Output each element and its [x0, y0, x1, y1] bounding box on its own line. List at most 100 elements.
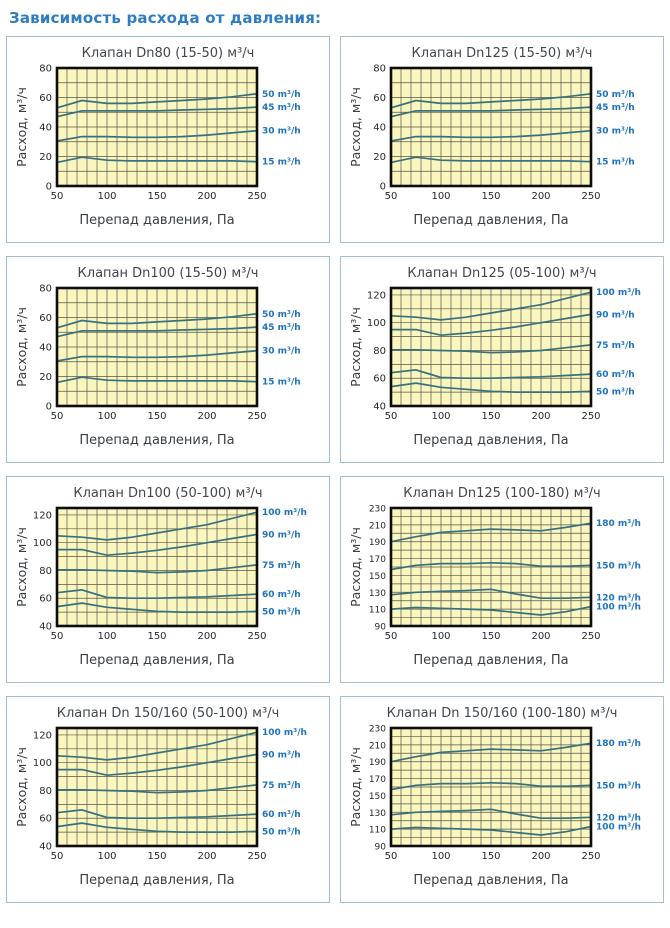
series-line [390, 742, 592, 763]
y-tick-label: 90 [375, 623, 387, 633]
x-tick-label: 200 [531, 851, 550, 862]
x-axis-label: Перепад давления, Па [413, 213, 569, 228]
line-chart-svg: 50 100 150 200 250 0 20 40 60 80 50 m³/h 45 m³/h 30 … [373, 64, 635, 203]
x-tick-label: 150 [147, 851, 166, 862]
legend-label: 30 m³/h [596, 127, 635, 137]
x-tick-label: 100 [97, 411, 116, 422]
x-tick-label: 200 [197, 851, 216, 862]
x-tick-label: 250 [581, 191, 600, 202]
y-tick-label: 80 [39, 566, 52, 577]
series-line [390, 588, 592, 600]
x-tick-label: 100 [97, 631, 116, 642]
legend-label: 90 m³/h [262, 750, 301, 760]
legend-label: 90 m³/h [596, 310, 635, 320]
series-line [390, 605, 592, 616]
series-line [56, 129, 258, 142]
legend-label: 50 m³/h [596, 387, 635, 397]
line-chart-svg: 50 100 150 200 250 90 110 130 150 170 190 210 230 180… [369, 505, 641, 643]
y-tick-label: 120 [33, 510, 52, 521]
chart-card-dn150-160-50-100: Клапан Dn 150/160 (50-100) м³/ч Расход, … [6, 696, 330, 903]
series-line [390, 382, 592, 393]
y-tick-label: 120 [33, 730, 52, 741]
series-line [56, 753, 258, 777]
chart-title: Клапан Dn100 (50-100) м³/ч [73, 486, 263, 501]
y-tick-label: 100 [367, 318, 386, 329]
x-tick-label: 150 [147, 411, 166, 422]
y-tick-label: 80 [39, 284, 52, 295]
plot-wrap: Расход, м³/ч 50 100 150 200 250 40 60 80 100 120 1… [7, 723, 329, 871]
y-tick-label: 40 [373, 123, 386, 134]
series-line [56, 156, 258, 164]
y-tick-label: 20 [39, 152, 52, 163]
x-tick-label: 150 [147, 191, 166, 202]
x-tick-label: 50 [385, 631, 398, 642]
y-tick-label: 230 [369, 725, 386, 735]
y-tick-label: 60 [373, 93, 386, 104]
plot-border [389, 286, 593, 408]
legend-label: 120 m³/h [596, 813, 641, 823]
series-line [390, 369, 592, 380]
plot-wrap: Расход, м³/ч 50 100 150 200 250 40 60 80 100 120 1… [7, 503, 329, 651]
x-tick-label: 100 [431, 411, 450, 422]
chart-title: Клапан Dn80 (15-50) м³/ч [81, 46, 255, 61]
series-line [56, 784, 258, 794]
page: Зависимость расхода от давления: Клапан … [6, 9, 664, 903]
y-tick-label: 170 [369, 555, 386, 565]
x-tick-label: 250 [247, 411, 266, 422]
x-tick-label: 200 [531, 411, 550, 422]
legend-label: 150 m³/h [596, 561, 641, 571]
y-tick-label: 110 [369, 606, 386, 616]
y-tick-label: 60 [39, 594, 52, 605]
chart-card-dn125-100-180: Клапан Dn125 (100-180) м³/ч Расход, м³/ч… [340, 476, 664, 683]
series-line [390, 313, 592, 337]
series-line [56, 589, 258, 600]
x-tick-label: 250 [247, 191, 266, 202]
series-line [56, 106, 258, 118]
series-line [56, 533, 258, 557]
y-tick-label: 80 [373, 346, 386, 357]
y-tick-label: 0 [380, 182, 386, 193]
y-tick-label: 40 [373, 402, 386, 413]
y-tick-label: 150 [369, 572, 386, 582]
line-chart-svg: 50 100 150 200 250 0 20 40 60 80 50 m³/h 45 m³/h 30 … [39, 64, 301, 203]
legend-label: 30 m³/h [262, 127, 301, 137]
x-tick-label: 200 [531, 191, 550, 202]
x-tick-label: 50 [385, 411, 398, 422]
legend-label: 50 m³/h [262, 827, 301, 837]
legend-label: 100 m³/h [596, 823, 641, 833]
series-line [56, 326, 258, 338]
line-chart-svg: 50 100 150 200 250 40 60 80 100 120 100 m³/h 90 m³/… [33, 726, 307, 862]
chart-card-dn100-15-50: Клапан Dn100 (15-50) м³/ч Расход, м³/ч 5… [6, 256, 330, 463]
x-tick-label: 150 [481, 851, 500, 862]
x-tick-label: 50 [51, 631, 64, 642]
y-tick-label: 80 [373, 64, 386, 75]
y-tick-label: 0 [46, 402, 52, 413]
series-line [56, 92, 258, 109]
charts-grid: Клапан Dn80 (15-50) м³/ч Расход, м³/ч 50… [6, 36, 664, 903]
legend-label: 50 m³/h [262, 310, 301, 320]
x-tick-label: 100 [431, 851, 450, 862]
y-tick-label: 60 [39, 814, 52, 825]
plot-border [55, 726, 259, 848]
legend-label: 100 m³/h [262, 508, 307, 518]
series-line [390, 825, 592, 836]
y-tick-label: 60 [39, 313, 52, 324]
legend-label: 120 m³/h [596, 593, 641, 603]
y-tick-label: 40 [39, 842, 52, 853]
series-line [390, 522, 592, 543]
plot-border [389, 506, 593, 628]
legend-label: 15 m³/h [262, 158, 301, 168]
y-tick-label: 40 [39, 622, 52, 633]
legend-label: 100 m³/h [596, 603, 641, 613]
legend-label: 150 m³/h [596, 781, 641, 791]
x-axis-label: Перепад давления, Па [413, 653, 569, 668]
y-tick-label: 230 [369, 505, 386, 515]
plot-border [55, 286, 259, 408]
plot-wrap: Расход, м³/ч 50 100 150 200 250 90 110 130 150 17… [341, 723, 663, 871]
y-tick-label: 80 [39, 64, 52, 75]
plot-border [389, 726, 593, 848]
chart-title: Клапан Dn 150/160 (100-180) м³/ч [386, 706, 618, 721]
x-tick-label: 250 [581, 851, 600, 862]
x-axis-label: Перепад давления, Па [79, 213, 235, 228]
plot-wrap: Расход, м³/ч 50 100 150 200 250 90 110 130 150 17… [341, 503, 663, 651]
